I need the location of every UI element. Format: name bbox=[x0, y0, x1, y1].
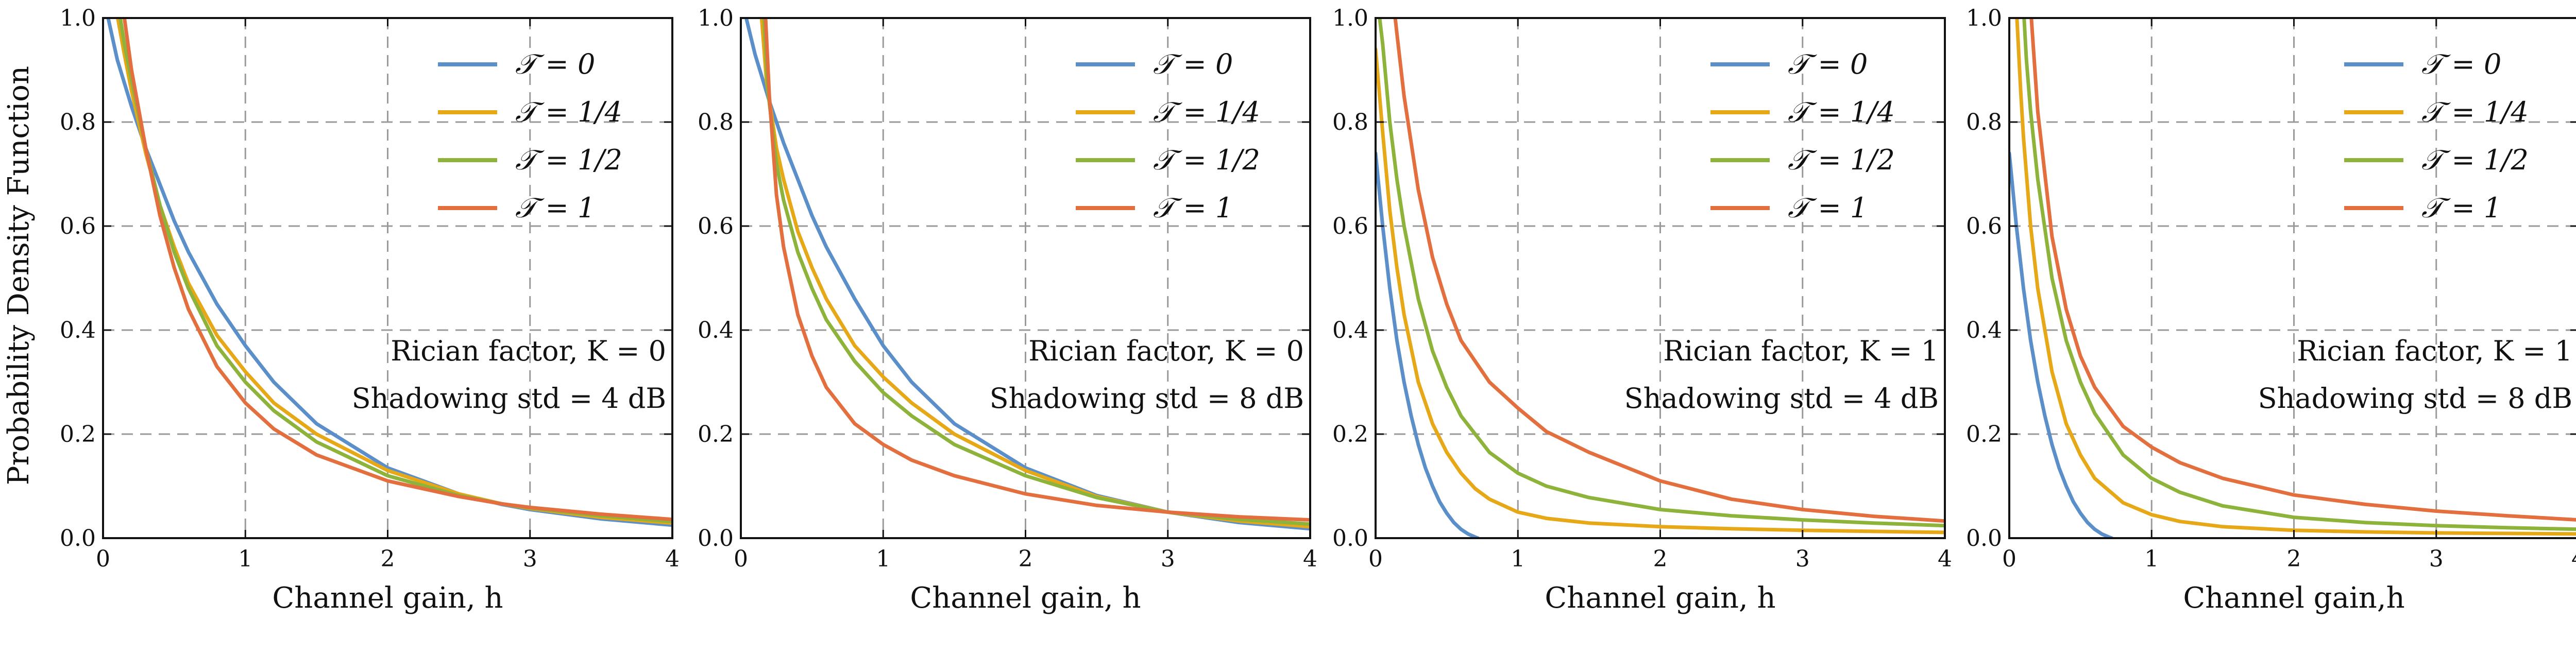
legend-label-4: 𝒯 = 1 bbox=[515, 192, 595, 224]
annotation-line-2: Shadowing std = 8 dB bbox=[990, 382, 1304, 415]
legend-label-1: 𝒯 = 0 bbox=[1788, 48, 1868, 80]
chart-panel-2: 0 1 2 3 4 0.0 0.2 0.4 0.6 0.8 1.0 Channel gain, h 𝒯 … bbox=[698, 5, 1317, 615]
x-axis-title: Channel gain, h bbox=[910, 581, 1141, 615]
annotation-line-1: Rician factor, K = 1 bbox=[1663, 335, 1939, 367]
chart-panel-3: 0 1 2 3 4 0.0 0.2 0.4 0.6 0.8 1.0 Channel gain, h 𝒯 … bbox=[1332, 5, 1952, 615]
y-tick-label: 0.2 bbox=[1966, 421, 2002, 448]
x-tick-label: 1 bbox=[2144, 546, 2159, 572]
x-tick-label: 0 bbox=[96, 546, 110, 572]
chart-panel-1: 0 1 2 3 4 0.0 0.2 0.4 0.6 0.8 1.0 Channel gain, h 𝒯 … bbox=[60, 5, 680, 615]
x-tick-label: 4 bbox=[1938, 546, 1952, 572]
series-line-4 bbox=[2029, 18, 2576, 522]
legend-label-3: 𝒯 = 1/2 bbox=[2421, 144, 2529, 176]
y-axis-title: Probability Density Function bbox=[2, 66, 36, 485]
y-tick-label: 0.0 bbox=[60, 525, 96, 552]
series-line-2 bbox=[759, 18, 1310, 529]
x-tick-label: 0 bbox=[1368, 546, 1383, 572]
y-tick-label: 1.0 bbox=[1966, 5, 2002, 31]
x-tick-label: 4 bbox=[1303, 546, 1317, 572]
y-tick-label: 0.4 bbox=[698, 317, 734, 343]
x-tick-label: 0 bbox=[2002, 546, 2016, 572]
legend-label-3: 𝒯 = 1/2 bbox=[515, 144, 622, 176]
x-tick-label: 4 bbox=[665, 546, 680, 572]
series-line-4 bbox=[764, 18, 1310, 522]
y-tick-label: 1.0 bbox=[698, 5, 734, 31]
y-tick-label: 0.0 bbox=[1966, 525, 2002, 552]
series-line-3 bbox=[2022, 18, 2576, 531]
series-line-1 bbox=[2009, 151, 2114, 538]
series-line-2 bbox=[2015, 18, 2576, 536]
annotation-line-1: Rician factor, K = 1 bbox=[2297, 335, 2572, 367]
x-tick-label: 3 bbox=[1161, 546, 1175, 572]
annotation-line-1: Rician factor, K = 0 bbox=[1028, 335, 1304, 367]
legend-label-1: 𝒯 = 0 bbox=[2421, 48, 2501, 80]
legend-label-4: 𝒯 = 1 bbox=[1788, 192, 1868, 224]
x-tick-label: 2 bbox=[381, 546, 395, 572]
x-tick-label: 3 bbox=[523, 546, 537, 572]
x-tick-label: 2 bbox=[2287, 546, 2301, 572]
series-line-4 bbox=[122, 18, 672, 522]
x-axis-title: Channel gain,h bbox=[2183, 581, 2404, 615]
y-tick-label: 0.4 bbox=[60, 317, 96, 343]
annotation-line-2: Shadowing std = 8 dB bbox=[2258, 382, 2572, 415]
y-tick-label: 0.0 bbox=[698, 525, 734, 552]
y-tick-label: 0.0 bbox=[1332, 525, 1368, 552]
y-tick-label: 1.0 bbox=[60, 5, 96, 31]
x-axis-title: Channel gain, h bbox=[272, 581, 503, 615]
legend-label-3: 𝒯 = 1/2 bbox=[1788, 144, 1895, 176]
x-tick-label: 2 bbox=[1019, 546, 1033, 572]
x-tick-label: 1 bbox=[876, 546, 890, 572]
x-axis-title: Channel gain, h bbox=[1545, 581, 1775, 615]
x-tick-label: 1 bbox=[238, 546, 252, 572]
y-tick-label: 0.4 bbox=[1966, 317, 2002, 343]
legend-label-4: 𝒯 = 1 bbox=[2421, 192, 2501, 224]
legend-label-3: 𝒯 = 1/2 bbox=[1153, 144, 1260, 176]
x-tick-label: 4 bbox=[2571, 546, 2576, 572]
series-line-1 bbox=[744, 18, 1310, 531]
annotation-line-1: Rician factor, K = 0 bbox=[391, 335, 666, 367]
legend-label-2: 𝒯 = 1/4 bbox=[1153, 96, 1260, 128]
legend-label-2: 𝒯 = 1/4 bbox=[515, 96, 622, 128]
legend-label-2: 𝒯 = 1/4 bbox=[1788, 96, 1895, 128]
y-tick-label: 0.6 bbox=[60, 213, 96, 239]
series-line-3 bbox=[762, 18, 1310, 526]
series-line-2 bbox=[1376, 47, 1945, 535]
series-line-3 bbox=[118, 18, 672, 524]
legend-label-1: 𝒯 = 0 bbox=[515, 48, 595, 80]
x-tick-label: 1 bbox=[1511, 546, 1525, 572]
x-tick-label: 0 bbox=[734, 546, 748, 572]
chart-panel-4: 0 1 2 3 4 0.0 0.2 0.4 0.6 0.8 1.0 Channel gain,h 𝒯 =… bbox=[1966, 5, 2576, 615]
annotation-line-2: Shadowing std = 4 dB bbox=[352, 382, 666, 415]
y-tick-label: 0.4 bbox=[1332, 317, 1368, 343]
y-tick-label: 1.0 bbox=[1332, 5, 1368, 31]
x-tick-label: 2 bbox=[1653, 546, 1668, 572]
legend-label-1: 𝒯 = 0 bbox=[1153, 48, 1233, 80]
annotation-line-2: Shadowing std = 4 dB bbox=[1624, 382, 1939, 415]
y-tick-label: 0.2 bbox=[698, 421, 734, 448]
x-tick-label: 3 bbox=[2429, 546, 2444, 572]
series-line-3 bbox=[1378, 18, 1945, 528]
series-line-2 bbox=[116, 18, 672, 525]
y-tick-label: 0.2 bbox=[1332, 421, 1368, 448]
y-tick-label: 0.8 bbox=[60, 109, 96, 135]
y-tick-label: 0.8 bbox=[698, 109, 734, 135]
x-tick-label: 3 bbox=[1795, 546, 1810, 572]
y-tick-label: 0.6 bbox=[1966, 213, 2002, 239]
series-line-4 bbox=[1393, 18, 1945, 523]
y-tick-label: 0.8 bbox=[1332, 109, 1368, 135]
y-tick-label: 0.2 bbox=[60, 421, 96, 448]
y-tick-label: 0.6 bbox=[698, 213, 734, 239]
legend-label-2: 𝒯 = 1/4 bbox=[2421, 96, 2529, 128]
legend-label-4: 𝒯 = 1 bbox=[1153, 192, 1233, 224]
series-line-1 bbox=[1376, 151, 1480, 538]
y-tick-label: 0.8 bbox=[1966, 109, 2002, 135]
series-line-1 bbox=[106, 18, 672, 527]
y-tick-label: 0.6 bbox=[1332, 213, 1368, 239]
